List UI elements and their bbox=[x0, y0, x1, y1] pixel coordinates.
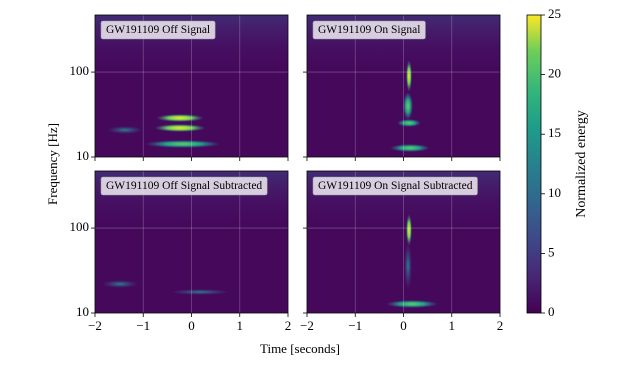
panel-title-box bbox=[100, 176, 268, 196]
panel-title: GW191109 On Signal bbox=[318, 24, 420, 36]
x-tick-label: 1 bbox=[237, 318, 244, 333]
panel-title-box bbox=[312, 20, 426, 40]
colorbar-tick-label: 20 bbox=[548, 66, 561, 81]
x-tick-label: −1 bbox=[136, 318, 150, 333]
feature bbox=[406, 60, 412, 92]
y-tick-label: 100 bbox=[70, 219, 90, 234]
x-axis-label: Time [seconds] bbox=[260, 341, 340, 356]
panel-title-box bbox=[100, 20, 216, 40]
y-axis-label: Frequency [Hz] bbox=[45, 123, 60, 205]
colorbar-tick-label: 10 bbox=[548, 185, 561, 200]
panel-frame bbox=[94, 14, 289, 158]
feature bbox=[170, 289, 230, 295]
panel-frame bbox=[306, 170, 501, 314]
colorbar-tick-label: 0 bbox=[548, 304, 555, 319]
colorbar-tick-label: 25 bbox=[548, 6, 561, 21]
spectrogram-features bbox=[102, 60, 438, 308]
x-tick-label: 1 bbox=[449, 318, 456, 333]
panel-backgrounds bbox=[95, 15, 500, 313]
panel-title: GW191109 Off Signal bbox=[106, 24, 210, 36]
x-tick-label: 0 bbox=[400, 318, 407, 333]
colorbar-label: Normalized energy bbox=[574, 110, 589, 217]
feature bbox=[156, 114, 204, 122]
x-tick-label: 0 bbox=[188, 318, 195, 333]
feature bbox=[397, 119, 421, 127]
panel-frame bbox=[306, 14, 501, 158]
x-tick-label: −2 bbox=[88, 318, 102, 333]
x-tick-label: −2 bbox=[300, 318, 314, 333]
feature bbox=[154, 124, 206, 132]
colorbar-tick-label: 5 bbox=[548, 244, 555, 259]
feature bbox=[107, 126, 143, 134]
feature bbox=[386, 300, 438, 308]
y-tick-label: 10 bbox=[76, 148, 89, 163]
colorbar bbox=[526, 14, 542, 314]
feature bbox=[390, 144, 430, 152]
feature bbox=[403, 92, 413, 120]
feature bbox=[102, 280, 138, 288]
y-tick-label: 100 bbox=[70, 63, 90, 78]
panel-title: GW191109 On Signal Subtracted bbox=[318, 180, 473, 192]
x-tick-label: 2 bbox=[285, 318, 292, 333]
x-tick-label: −1 bbox=[348, 318, 362, 333]
panel-frame bbox=[94, 170, 289, 314]
feature bbox=[404, 242, 412, 290]
feature bbox=[145, 140, 221, 148]
panel-title-box bbox=[312, 176, 478, 196]
colorbar-tick-label: 15 bbox=[548, 125, 561, 140]
panel-title: GW191109 Off Signal Subtracted bbox=[106, 180, 262, 192]
feature bbox=[406, 214, 412, 246]
y-tick-label: 10 bbox=[76, 304, 89, 319]
x-tick-label: 2 bbox=[497, 318, 504, 333]
